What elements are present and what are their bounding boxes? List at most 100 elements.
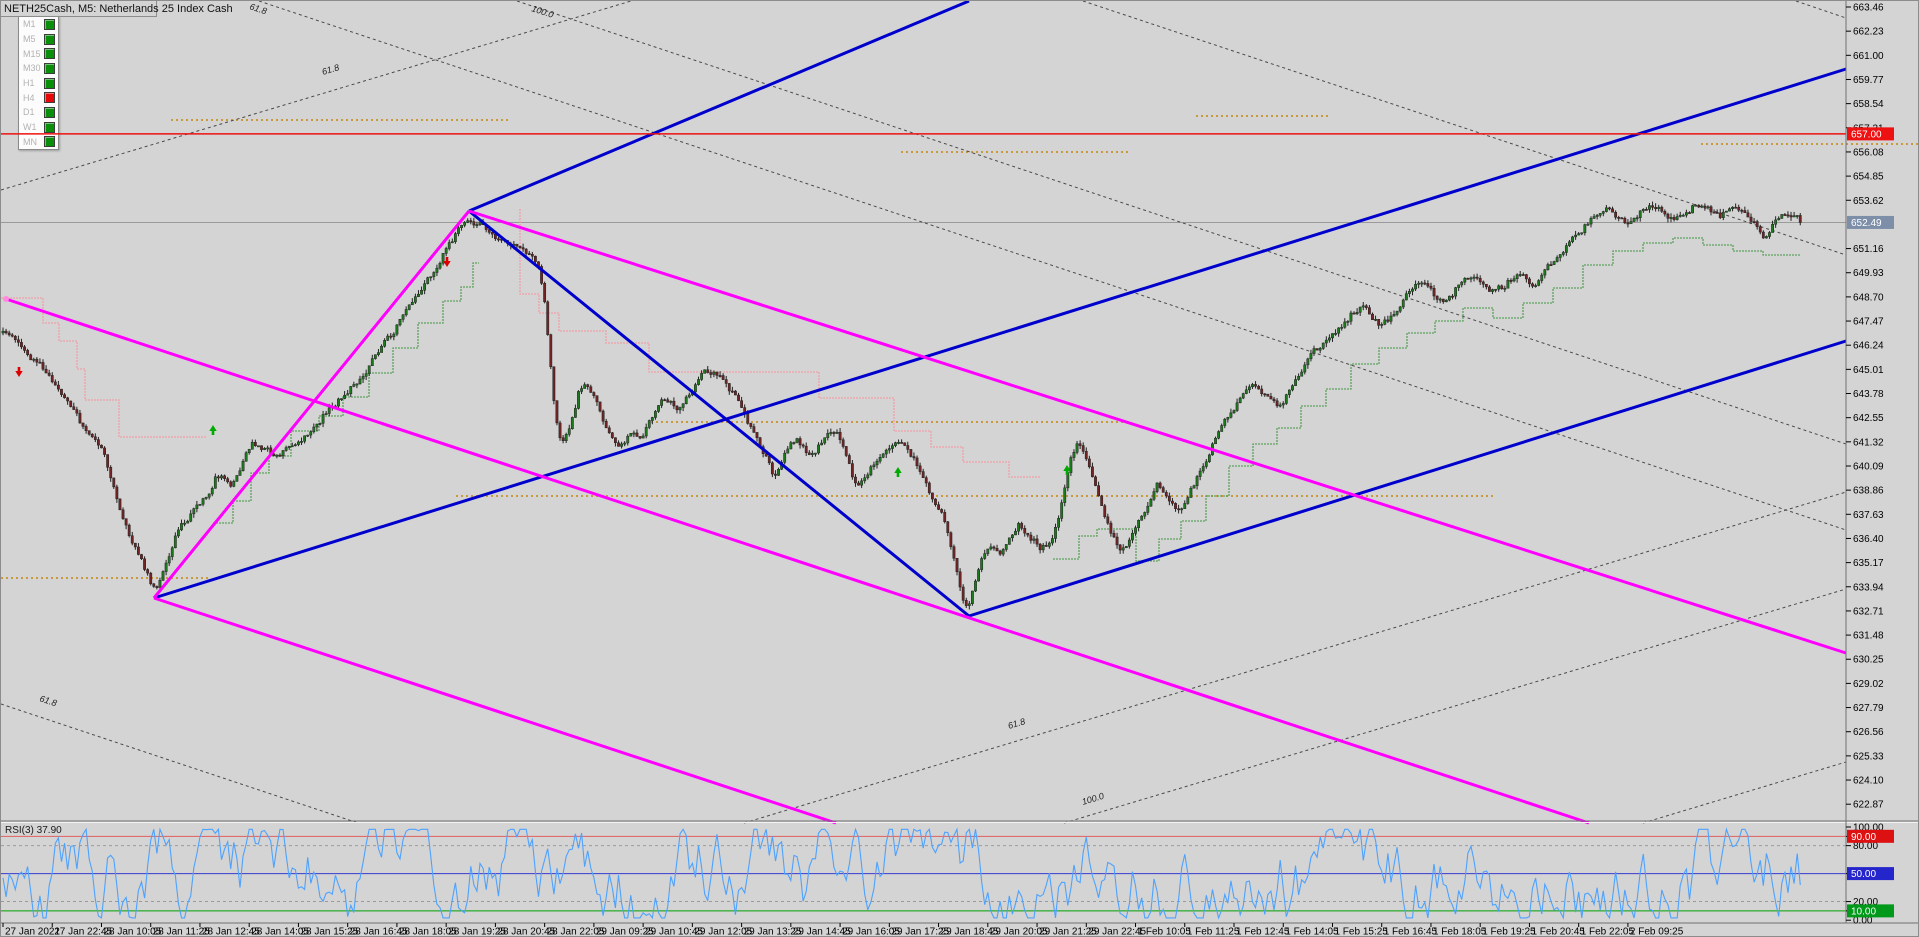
timeframe-button-D1[interactable] (44, 106, 55, 118)
candle-body (460, 225, 463, 228)
timeframe-row-H1[interactable]: H1 (19, 76, 58, 91)
candle-body (140, 554, 143, 560)
trend-line[interactable] (153, 67, 1847, 600)
timeframe-button-M1[interactable] (44, 18, 55, 30)
time-tick-label: 28 Jan 22:05 (547, 927, 605, 937)
trend-line[interactable] (153, 596, 837, 825)
time-tick-label: 28 Jan 10:05 (103, 927, 161, 937)
candle-body (1420, 282, 1424, 285)
price-tick-label: 636.40 (1853, 534, 1884, 545)
candle-body (1648, 205, 1651, 210)
candle-body (263, 448, 266, 450)
timeframe-row-MN[interactable]: MN (19, 135, 58, 150)
candle-body (906, 445, 910, 450)
candle-body (1235, 402, 1239, 411)
trend-line[interactable] (152, 210, 471, 599)
trend-line[interactable] (968, 339, 1847, 618)
sell-arrow-icon (443, 257, 451, 267)
candle-body (1681, 214, 1685, 217)
alert-price-badge (1847, 127, 1894, 141)
candle-body (1257, 385, 1261, 390)
timeframe-button-W1[interactable] (44, 121, 55, 133)
candle-body (1561, 252, 1565, 255)
candle-body (361, 376, 365, 380)
candle-body (1401, 299, 1405, 308)
fibo-channel-line[interactable] (258, 1, 1847, 531)
candle-body (358, 378, 362, 385)
candle-body (1217, 431, 1221, 439)
candle-body (229, 481, 233, 487)
trend-line[interactable] (468, 209, 1847, 655)
timeframe-button-MN[interactable] (44, 136, 55, 148)
trend-line[interactable] (5, 297, 1590, 825)
candle-body (1011, 534, 1014, 539)
time-tick-label: 1 Feb 20:45 (1531, 927, 1585, 937)
candle-body (555, 400, 559, 424)
candle-body (1004, 544, 1008, 550)
candle-body (1103, 505, 1107, 518)
fibo-channel-line[interactable] (1, 1, 632, 191)
candle-body (909, 449, 913, 457)
candle-body (63, 394, 66, 399)
candle-body (1752, 221, 1756, 223)
trend-line[interactable] (468, 209, 970, 618)
candle-body (792, 442, 796, 444)
candle-body (1109, 522, 1113, 534)
timeframe-button-M15[interactable] (44, 48, 55, 60)
time-tick-label: 1 Feb 10:05 (1138, 927, 1192, 937)
time-tick-label: 29 Jan 17:25 (891, 927, 949, 937)
candle-body (980, 558, 984, 570)
timeframe-row-W1[interactable]: W1 (19, 120, 58, 135)
timeframe-row-D1[interactable]: D1 (19, 105, 58, 120)
fibo-channel-line[interactable] (1795, 1, 1847, 19)
candle-body (1057, 518, 1060, 528)
candle-body (1180, 508, 1184, 511)
candle-body (426, 277, 430, 284)
fibo-channel-line[interactable] (1, 703, 359, 824)
candle-body (429, 276, 433, 279)
candle-body (1574, 234, 1578, 238)
candle-body (1100, 495, 1104, 506)
candle-body (770, 462, 774, 475)
candle-body (1623, 217, 1627, 224)
time-tick-label: 1 Feb 22:05 (1581, 927, 1635, 937)
trendline-anchor-dot[interactable] (3, 296, 9, 302)
fibo-channel-line[interactable] (1082, 1, 1847, 256)
fibo-channel-line[interactable] (1063, 588, 1847, 824)
timeframe-button-H1[interactable] (44, 77, 55, 89)
candle-body (589, 386, 593, 393)
timeframe-button-M5[interactable] (44, 33, 55, 45)
candle-body (534, 255, 537, 262)
timeframe-row-M5[interactable]: M5 (19, 32, 58, 47)
fibo-channel-line[interactable] (743, 491, 1847, 824)
candle-body (1684, 212, 1688, 216)
candle-body (872, 464, 876, 468)
price-tick-label: 661.00 (1853, 51, 1884, 62)
timeframe-row-H4[interactable]: H4 (19, 90, 58, 105)
candle-body (900, 442, 904, 444)
time-tick-label: 27 Jan 2021 (5, 927, 60, 937)
alert-price-badge-label: 657.00 (1851, 129, 1882, 140)
candle-body (1318, 348, 1322, 351)
timeframe-row-M1[interactable]: M1 (19, 17, 58, 32)
candle-body (349, 386, 353, 394)
candle-body (315, 423, 319, 428)
candle-body (881, 453, 885, 458)
candle-body (484, 224, 488, 230)
candle-body (1460, 281, 1464, 286)
candle-body (75, 409, 79, 414)
price-tick-label: 657.31 (1853, 123, 1884, 134)
candle-body (1491, 289, 1494, 292)
trend-line[interactable] (468, 1, 970, 213)
timeframe-row-M30[interactable]: M30 (19, 61, 58, 76)
price-tick-label: 663.46 (1853, 3, 1884, 14)
candle-body (1746, 212, 1750, 218)
timeframe-button-H4[interactable] (44, 92, 55, 104)
candle-body (844, 446, 848, 456)
fibo-channel-line[interactable] (516, 1, 1847, 445)
timeframe-button-M30[interactable] (44, 62, 55, 74)
candle-body (481, 221, 485, 226)
candle-body (706, 369, 710, 373)
timeframe-row-M15[interactable]: M15 (19, 46, 58, 61)
fibo-channel-line[interactable] (1642, 761, 1847, 824)
